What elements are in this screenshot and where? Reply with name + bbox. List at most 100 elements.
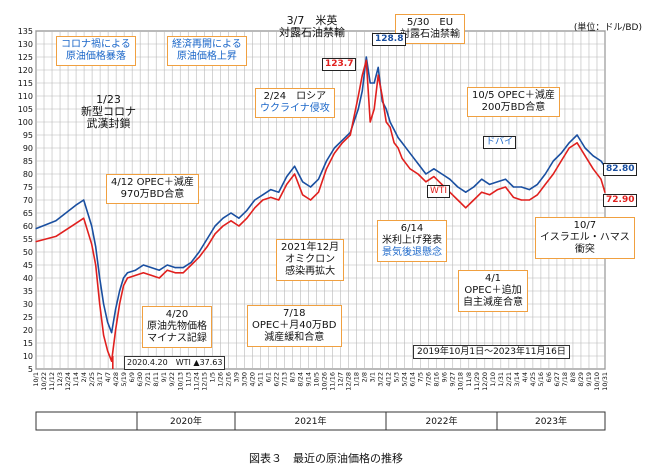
min-note: 2020.4.20 WTI ▲37.63 xyxy=(124,356,226,370)
x-tick-label: 4/4 xyxy=(521,372,529,382)
x-tick-label: 1/26 xyxy=(216,372,224,387)
y-tick-label: 20 xyxy=(23,326,33,335)
x-tick-label: 8/24 xyxy=(296,372,304,387)
data-point xyxy=(341,142,343,144)
y-tick-label: 80 xyxy=(23,170,33,179)
data-point xyxy=(377,74,379,76)
data-point xyxy=(309,199,312,201)
data-point xyxy=(222,217,224,219)
data-point xyxy=(270,196,272,198)
data-point xyxy=(270,189,272,191)
x-tick-label: 6/9 xyxy=(128,372,136,382)
x-tick-label: 6/22 xyxy=(272,372,280,387)
data-point xyxy=(286,176,288,178)
data-point xyxy=(83,217,85,219)
data-point xyxy=(441,183,443,185)
x-tick-label: 4/12 xyxy=(385,372,393,387)
data-point xyxy=(465,207,467,209)
y-tick-label: 55 xyxy=(23,235,33,244)
data-point xyxy=(568,142,570,144)
x-tick-label: 6/30 xyxy=(136,372,144,387)
data-point xyxy=(107,321,109,323)
series-label-wti: WTI xyxy=(427,185,451,198)
x-tick-label: 8/8 xyxy=(569,372,577,382)
x-tick-label: 7/13 xyxy=(280,372,288,387)
data-point xyxy=(103,303,105,305)
data-point xyxy=(206,238,208,240)
data-point xyxy=(528,199,530,201)
data-point xyxy=(301,194,304,196)
data-point xyxy=(377,66,379,68)
data-point xyxy=(238,225,240,227)
data-point xyxy=(481,191,483,193)
data-point xyxy=(35,241,37,243)
data-point xyxy=(294,173,296,175)
annotation-futures-0420: 4/20 原油先物価格 マイナス記録 xyxy=(142,306,212,348)
data-point xyxy=(262,194,264,196)
data-point xyxy=(174,267,176,269)
x-tick-label: 11/16 xyxy=(329,372,337,391)
y-tick-label: 125 xyxy=(18,53,33,62)
data-point xyxy=(385,108,387,110)
data-point xyxy=(182,267,184,269)
x-tick-label: 8/29 xyxy=(577,372,585,387)
data-point xyxy=(457,199,459,201)
annotation-israel: 10/7 イスラエル・ハマス 衝突 xyxy=(535,217,635,259)
data-point xyxy=(246,217,248,219)
x-tick-label: 12/7 xyxy=(337,372,345,387)
x-tick-label: 3/17 xyxy=(96,372,104,387)
x-tick-label: 2/21 xyxy=(505,372,513,387)
data-point xyxy=(55,235,57,237)
y-tick-label: 30 xyxy=(23,300,33,309)
x-tick-label: 10/31 xyxy=(601,372,609,391)
x-tick-label: 10/22 xyxy=(40,372,48,391)
data-point xyxy=(373,82,375,84)
data-point xyxy=(198,251,200,253)
data-point xyxy=(103,334,105,336)
data-point xyxy=(457,186,459,188)
x-axis: 10/1 10/22 11/12 12/3 12/24 1/14 2/4 2/25 3/17 4/… xyxy=(32,372,609,391)
data-point xyxy=(230,212,232,214)
data-point xyxy=(397,137,399,139)
data-point xyxy=(91,225,93,227)
data-point xyxy=(600,160,602,162)
y-tick-label: 95 xyxy=(23,131,33,140)
data-point xyxy=(158,277,160,279)
data-point xyxy=(301,181,304,183)
data-point xyxy=(278,191,280,193)
data-point xyxy=(357,108,359,110)
data-point xyxy=(365,59,367,61)
x-tick-label: 5/16 xyxy=(537,372,545,387)
data-point xyxy=(238,217,240,219)
data-point xyxy=(325,168,328,170)
y-tick-label: 35 xyxy=(23,287,33,296)
data-point xyxy=(401,142,403,144)
y-tick-label: 5 xyxy=(28,365,33,374)
data-point xyxy=(389,126,391,128)
data-point xyxy=(369,82,371,84)
data-point xyxy=(150,267,152,269)
y-tick-label: 10 xyxy=(23,352,33,361)
x-tick-label: 4/25 xyxy=(529,372,537,387)
data-point xyxy=(99,277,101,279)
data-point xyxy=(198,256,200,258)
data-point xyxy=(489,194,491,196)
y-tick-label: 60 xyxy=(23,222,33,231)
data-point xyxy=(449,178,451,180)
x-tick-label: 10/26 xyxy=(321,372,329,391)
data-point xyxy=(349,134,351,136)
x-tick-label: 11/12 xyxy=(48,372,56,391)
annotation-rate-hike: 6/14 米利上げ発表 景気後退懸念 xyxy=(377,220,447,262)
x-tick-label: 12/28 xyxy=(345,372,353,391)
data-point xyxy=(393,129,395,131)
data-point xyxy=(254,199,256,201)
data-point xyxy=(592,155,594,157)
y-tick-label: 115 xyxy=(18,79,33,88)
data-point xyxy=(397,147,399,149)
data-point xyxy=(214,233,216,235)
x-tick-label: 6/14 xyxy=(409,372,417,387)
data-point xyxy=(417,173,419,175)
y-tick-label: 70 xyxy=(23,196,33,205)
x-tick-label: 8/11 xyxy=(152,372,160,387)
data-point xyxy=(262,199,264,201)
